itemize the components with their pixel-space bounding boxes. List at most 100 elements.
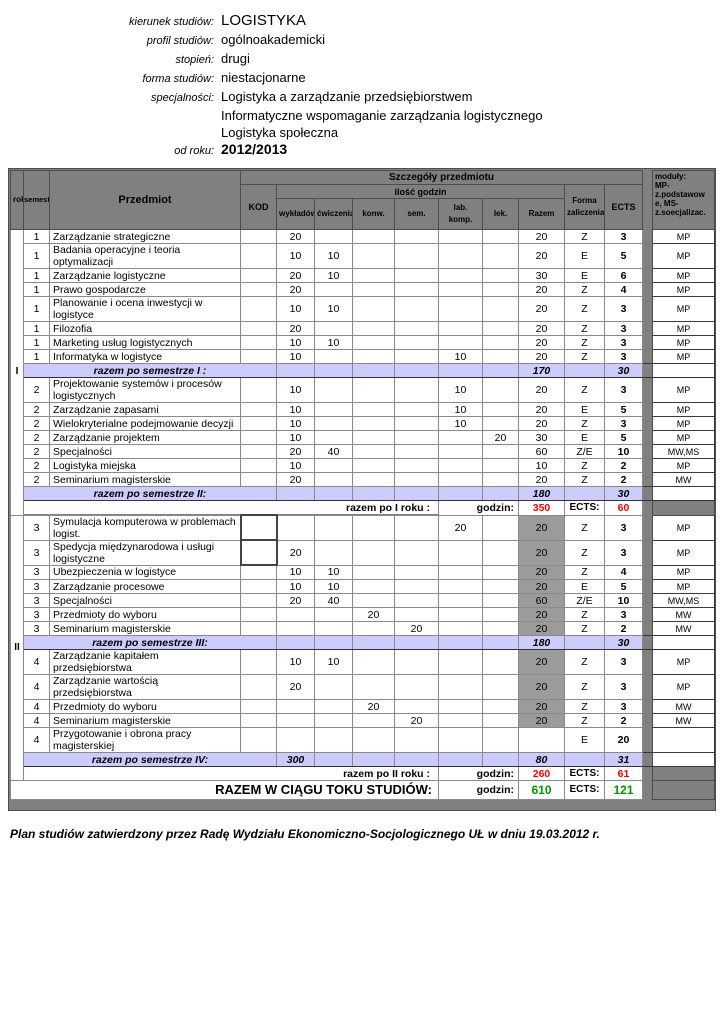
table-row-subj: 2 Logistyka miejska 10 10 Z 2 MP — [11, 458, 716, 473]
semester-sum-label: razem po semestrze III: — [23, 635, 277, 650]
table-gap — [642, 268, 654, 283]
subject-name: Zarządzanie projektem — [49, 430, 241, 445]
konw-hours — [352, 243, 395, 269]
sem-hours — [394, 444, 439, 459]
meta-row: od roku: 2012/2013 — [8, 141, 716, 160]
col-header-sem: sem. — [394, 198, 439, 230]
module-cell: MP — [652, 296, 716, 322]
konw-hours — [352, 335, 395, 350]
year-sum-label: razem po I roku : — [23, 500, 439, 516]
lab-komp-hours — [438, 564, 483, 580]
cwiczenia-hours — [314, 377, 353, 403]
kod-cell — [240, 402, 277, 417]
subject-name: Specjalności — [49, 444, 241, 459]
ects-cell: 3 — [603, 416, 644, 431]
table-row-subj: 4 Seminarium magisterskie 20 20 Z 2 MW — [11, 713, 716, 728]
konw-hours — [352, 593, 395, 608]
sem-hours — [394, 752, 439, 767]
year-ects-total: 61 — [603, 766, 644, 781]
table-row-subj: 4 Przedmioty do wyboru 20 20 Z 3 MW — [11, 699, 716, 714]
kod-cell — [240, 377, 277, 403]
kod-cell — [240, 621, 277, 636]
ects-label: ECTS: — [564, 766, 605, 781]
godzin-label: godzin: — [438, 500, 519, 516]
forma-zaliczenia-cell: Z — [564, 377, 605, 403]
subject-name: Zarządzanie procesowe — [49, 579, 241, 594]
kod-cell — [240, 268, 277, 283]
meta-row: profil studiów: ogólnoakademicki — [8, 31, 716, 50]
meta-field-label: profil studiów: — [146, 35, 214, 47]
konw-hours: 20 — [352, 607, 395, 622]
ects-cell: 2 — [603, 472, 644, 487]
kod-cell — [240, 699, 277, 714]
semester-cell: 1 — [23, 296, 50, 322]
forma-zaliczenia-cell: E — [564, 430, 605, 445]
forma-zaliczenia-cell: Z — [564, 416, 605, 431]
subject-name: Projektowanie systemów i procesów logist… — [49, 377, 241, 403]
module-cell: MP — [652, 458, 716, 473]
razem-hours: 180 — [518, 635, 565, 650]
konw-hours — [352, 416, 395, 431]
sem-hours — [394, 649, 439, 675]
kod-cell — [240, 349, 277, 364]
ects-cell: 3 — [603, 699, 644, 714]
module-cell — [652, 752, 716, 767]
konw-hours — [352, 564, 395, 580]
module-cell: MW — [652, 713, 716, 728]
razem-hours: 20 — [518, 416, 565, 431]
wyklad-hours: 10 — [276, 564, 315, 580]
table-row-subj: 1 Marketing usług logistycznych 10 10 20 Z 3 MP — [11, 335, 716, 350]
konw-hours — [352, 674, 395, 700]
sem-hours — [394, 296, 439, 322]
lek-hours — [482, 444, 519, 459]
lek-hours — [482, 579, 519, 594]
ects-cell: 5 — [603, 243, 644, 269]
table-row-subj: 1 Informatyka w logistyce 10 10 20 Z 3 MP — [11, 349, 716, 364]
forma-zaliczenia-cell — [564, 635, 605, 650]
cwiczenia-hours — [314, 402, 353, 417]
cwiczenia-hours: 40 — [314, 444, 353, 459]
forma-zaliczenia-cell — [564, 486, 605, 501]
lab-komp-hours — [438, 444, 483, 459]
subject-name: Zarządzanie logistyczne — [49, 268, 241, 283]
wyklad-hours: 20 — [276, 268, 315, 283]
lab-komp-hours — [438, 282, 483, 297]
table-row-subj: 2 Specjalności 20 40 60 Z/E 10 MW,MS — [11, 444, 716, 459]
konw-hours — [352, 752, 395, 767]
module-cell: MP — [652, 430, 716, 445]
forma-zaliczenia-cell: Z — [564, 713, 605, 728]
semester-cell: 2 — [23, 458, 50, 473]
subject-name: Informatyka w logistyce — [49, 349, 241, 364]
approval-note: Plan studiów zatwierdzony przez Radę Wyd… — [10, 827, 600, 841]
lek-hours — [482, 268, 519, 283]
meta-field-value: niestacjonarne — [221, 70, 306, 85]
wyklad-hours: 10 — [276, 296, 315, 322]
forma-zaliczenia-cell — [564, 363, 605, 378]
semester-cell: 1 — [23, 282, 50, 297]
kod-cell — [240, 444, 277, 459]
forma-zaliczenia-cell: Z — [564, 607, 605, 622]
forma-zaliczenia-cell: Z — [564, 699, 605, 714]
col-header-moduly: moduły: MP- z.podstawow e, MS- z.soecjal… — [652, 170, 716, 230]
kod-cell — [239, 539, 278, 566]
forma-zaliczenia-cell: Z — [564, 621, 605, 636]
wyklad-hours — [276, 486, 315, 501]
lek-hours — [482, 635, 519, 650]
kod-cell — [240, 593, 277, 608]
lab-komp-hours — [438, 649, 483, 675]
semester-cell: 3 — [23, 579, 50, 594]
ects-cell: 30 — [603, 635, 644, 650]
wyklad-hours: 10 — [276, 649, 315, 675]
table-gap — [642, 296, 654, 322]
konw-hours — [352, 402, 395, 417]
sem-hours — [394, 402, 439, 417]
forma-zaliczenia-cell: Z — [564, 674, 605, 700]
lek-hours — [482, 649, 519, 675]
col-header-rok: rok — [10, 170, 24, 230]
semester-cell: 4 — [23, 649, 50, 675]
ects-cell: 3 — [603, 296, 644, 322]
study-plan-table-wrap: rok semestr Przedmiot Szczegóły przedmio… — [8, 168, 716, 811]
table-gap — [642, 565, 654, 580]
subject-name: Seminarium magisterskie — [49, 713, 241, 728]
module-cell: MW — [652, 621, 716, 636]
